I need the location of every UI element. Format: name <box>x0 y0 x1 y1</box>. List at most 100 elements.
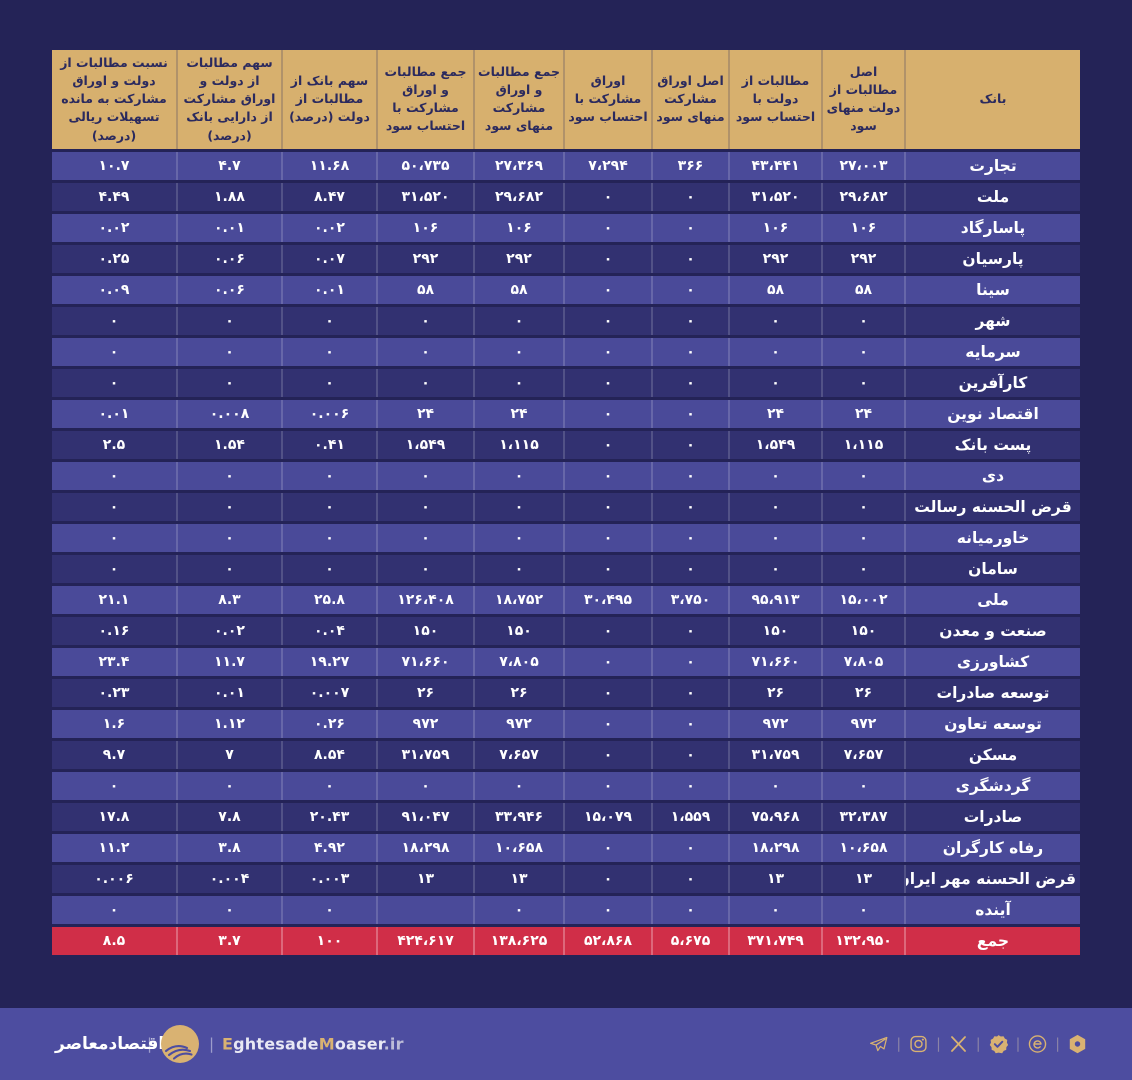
table-cell: ۵،۶۷۵ <box>653 926 730 955</box>
table-cell: ۲۷،۳۶۹ <box>475 151 565 180</box>
table-cell: ۱،۵۴۹ <box>378 430 475 459</box>
bank-name-cell: گردشگری <box>906 771 1080 800</box>
bale-icon[interactable] <box>988 1034 1009 1055</box>
table-cell: ۹۷۲ <box>823 709 906 738</box>
table-cell: ۰ <box>823 492 906 521</box>
footer-bar: اقتصادمعاصر | | EghtesadeMoaser.ir | | |… <box>0 1008 1132 1080</box>
table-row: پاسارگاد ۱۰۶ ۱۰۶ ۰ ۰ ۱۰۶ ۱۰۶ ۰.۰۲ ۰.۰۱ ۰.۰۲ <box>52 213 1080 242</box>
table-cell: ۰ <box>653 833 730 862</box>
table-row: پارسیان ۲۹۲ ۲۹۲ ۰ ۰ ۲۹۲ ۲۹۲ ۰.۰۷ ۰.۰۶ ۰.۲۵ <box>52 244 1080 273</box>
bank-name-cell: توسعه صادرات <box>906 678 1080 707</box>
table-row: کشاورزی ۷،۸۰۵ ۷۱،۶۶۰ ۰ ۰ ۷،۸۰۵ ۷۱،۶۶۰ ۱۹.۲۷ ۱۱.۷… <box>52 647 1080 676</box>
bank-name-cell: جمع <box>906 926 1080 955</box>
table-cell: ۰ <box>730 492 823 521</box>
bank-name-cell: اقتصاد نوین <box>906 399 1080 428</box>
website-url[interactable]: EghtesadeMoaser.ir <box>222 1034 404 1054</box>
table-cell: ۰ <box>178 461 283 490</box>
footer-divider: | <box>147 1035 153 1053</box>
table-cell: ۱،۵۴۹ <box>730 430 823 459</box>
table-cell: ۲۹۲ <box>823 244 906 273</box>
instagram-icon[interactable] <box>908 1034 929 1055</box>
table-cell: ۰ <box>378 337 475 366</box>
table-cell: ۱۸،۷۵۲ <box>475 585 565 614</box>
table-cell: ۱۵،۰۰۲ <box>823 585 906 614</box>
table-cell: ۰.۰۱ <box>178 213 283 242</box>
table-cell: ۰ <box>823 461 906 490</box>
x-icon[interactable] <box>948 1034 969 1055</box>
table-cell: ۰.۰۹ <box>52 275 178 304</box>
table-cell: ۰ <box>730 554 823 583</box>
table-cell: ۲۶ <box>730 678 823 707</box>
table-cell: ۰ <box>283 895 378 924</box>
bank-name-cell: رفاه کارگران <box>906 833 1080 862</box>
table-cell: ۱۳ <box>475 864 565 893</box>
eitaa-icon[interactable] <box>1027 1034 1048 1055</box>
table-cell: ۰.۰۰۷ <box>283 678 378 707</box>
brand-name-persian: اقتصادمعاصر <box>55 1034 165 1054</box>
bank-name-cell: دی <box>906 461 1080 490</box>
table-cell: ۳۳،۹۴۶ <box>475 802 565 831</box>
table-cell: ۱۰،۶۵۸ <box>475 833 565 862</box>
table-cell: ۰ <box>730 337 823 366</box>
table-cell: ۰ <box>378 368 475 397</box>
table-cell: ۰ <box>283 771 378 800</box>
table-cell: ۳۶۶ <box>653 151 730 180</box>
table-cell: ۰ <box>178 306 283 335</box>
column-header: جمع مطالبات و اوراق مشارکت منهای سود <box>475 50 565 149</box>
table-cell: ۰ <box>653 647 730 676</box>
column-header: نسبت مطالبات از دولت و اوراق مشارکت به م… <box>52 50 178 149</box>
table-cell: ۰ <box>565 771 653 800</box>
table-cell: ۰.۰۲ <box>178 616 283 645</box>
table-cell: ۰.۰۲ <box>52 213 178 242</box>
table-cell: ۰ <box>283 492 378 521</box>
rubika-icon[interactable] <box>1067 1034 1088 1055</box>
column-header: اصل اوراق مشارکت منهای سود <box>653 50 730 149</box>
table-cell: ۰ <box>653 616 730 645</box>
table-cell: ۱۵۰ <box>823 616 906 645</box>
table-cell: ۳۱،۷۵۹ <box>730 740 823 769</box>
table-cell: ۰ <box>565 895 653 924</box>
table-cell: ۰ <box>283 306 378 335</box>
table-cell: ۱۵،۰۷۹ <box>565 802 653 831</box>
table-cell: ۰ <box>565 833 653 862</box>
table-cell: ۰ <box>823 523 906 552</box>
table-cell: ۱۰۶ <box>378 213 475 242</box>
table-cell: ۰ <box>178 895 283 924</box>
table-row: کارآفرین ۰ ۰ ۰ ۰ ۰ ۰ ۰ ۰ ۰ <box>52 368 1080 397</box>
bank-name-cell: صادرات <box>906 802 1080 831</box>
table-cell: ۰ <box>178 368 283 397</box>
table-row: گردشگری ۰ ۰ ۰ ۰ ۰ ۰ ۰ ۰ ۰ <box>52 771 1080 800</box>
table-cell: ۱۰۶ <box>823 213 906 242</box>
table-cell: ۳۱،۷۵۹ <box>378 740 475 769</box>
table-cell: ۰ <box>653 430 730 459</box>
bank-name-cell: قرض الحسنه مهر ایران <box>906 864 1080 893</box>
table-cell: ۴.۷ <box>178 151 283 180</box>
table-cell: ۸.۳ <box>178 585 283 614</box>
table-cell: ۰ <box>52 337 178 366</box>
table-cell: ۰ <box>653 709 730 738</box>
table-cell: ۰ <box>730 368 823 397</box>
table-cell: ۳۱،۵۲۰ <box>378 182 475 211</box>
column-header: بانک <box>906 50 1080 149</box>
table-cell: ۰ <box>52 895 178 924</box>
table-cell: ۰ <box>653 523 730 552</box>
table-cell: ۰ <box>653 740 730 769</box>
table-cell: ۷۵،۹۶۸ <box>730 802 823 831</box>
table-cell: ۰ <box>730 461 823 490</box>
table-cell: ۹۷۲ <box>378 709 475 738</box>
table-cell: ۰ <box>178 523 283 552</box>
table-cell: ۰.۲۵ <box>52 244 178 273</box>
table-cell: ۹۱،۰۴۷ <box>378 802 475 831</box>
table-cell: ۲۶ <box>378 678 475 707</box>
table-cell: ۰ <box>653 275 730 304</box>
table-cell: ۹.۷ <box>52 740 178 769</box>
table-cell: ۰ <box>565 864 653 893</box>
table-cell: ۰ <box>52 461 178 490</box>
telegram-icon[interactable] <box>868 1034 889 1055</box>
table-row: صنعت و معدن ۱۵۰ ۱۵۰ ۰ ۰ ۱۵۰ ۱۵۰ ۰.۰۴ ۰.۰۲ ۰.۱۶ <box>52 616 1080 645</box>
table-cell: ۱۳ <box>730 864 823 893</box>
table-cell: ۰.۰۱ <box>52 399 178 428</box>
table-row: سینا ۵۸ ۵۸ ۰ ۰ ۵۸ ۵۸ ۰.۰۱ ۰.۰۶ ۰.۰۹ <box>52 275 1080 304</box>
table-cell: ۰.۰۰۶ <box>283 399 378 428</box>
